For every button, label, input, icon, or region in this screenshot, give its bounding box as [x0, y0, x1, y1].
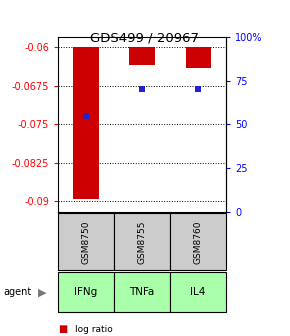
Text: IFNg: IFNg: [75, 287, 98, 297]
Text: GDS499 / 20967: GDS499 / 20967: [90, 32, 200, 45]
Text: IL4: IL4: [191, 287, 206, 297]
Text: log ratio: log ratio: [75, 325, 113, 334]
Bar: [186, 47, 211, 68]
Bar: [170, 272, 226, 312]
Bar: [114, 213, 170, 270]
Bar: [58, 272, 114, 312]
Text: GSM8760: GSM8760: [194, 220, 203, 264]
Text: GSM8755: GSM8755: [137, 220, 147, 264]
Bar: [130, 47, 155, 65]
Text: ▶: ▶: [38, 287, 46, 297]
Bar: [114, 272, 170, 312]
Text: ■: ■: [58, 324, 67, 334]
Text: TNFa: TNFa: [129, 287, 155, 297]
Bar: [73, 47, 99, 199]
Text: agent: agent: [3, 287, 31, 297]
Bar: [58, 213, 114, 270]
Bar: [170, 213, 226, 270]
Text: GSM8750: GSM8750: [81, 220, 90, 264]
